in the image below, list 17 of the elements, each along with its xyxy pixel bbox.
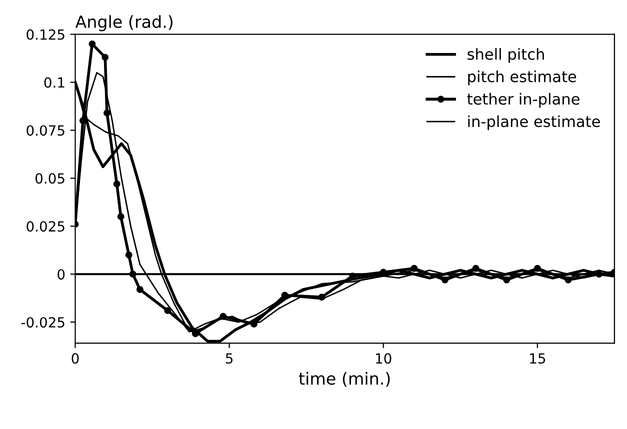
y-tick-label: 0: [58, 269, 65, 280]
x-axis-title: time (min.): [298, 372, 390, 387]
x-tick-label: 10: [376, 353, 392, 364]
y-tick-label: 0.05: [36, 173, 64, 184]
legend-label: in-plane estimate: [468, 115, 600, 130]
y-tick-label: 0.125: [26, 29, 64, 40]
y-tick-label: 0.1: [44, 77, 64, 88]
legend-label: tether in-plane: [467, 92, 580, 108]
legend-label: shell pitch: [468, 48, 544, 63]
y-axis-title: Angle (rad.): [75, 15, 172, 32]
legend-label: pitch estimate: [468, 70, 576, 86]
y-tick-label: 0.025: [26, 221, 64, 232]
x-tick-label: 15: [530, 353, 546, 364]
x-tick-label: 0: [72, 353, 79, 364]
y-tick-label: 0.075: [26, 125, 64, 136]
x-tick-label: 5: [226, 353, 233, 364]
y-tick-label: -0.025: [21, 317, 64, 328]
